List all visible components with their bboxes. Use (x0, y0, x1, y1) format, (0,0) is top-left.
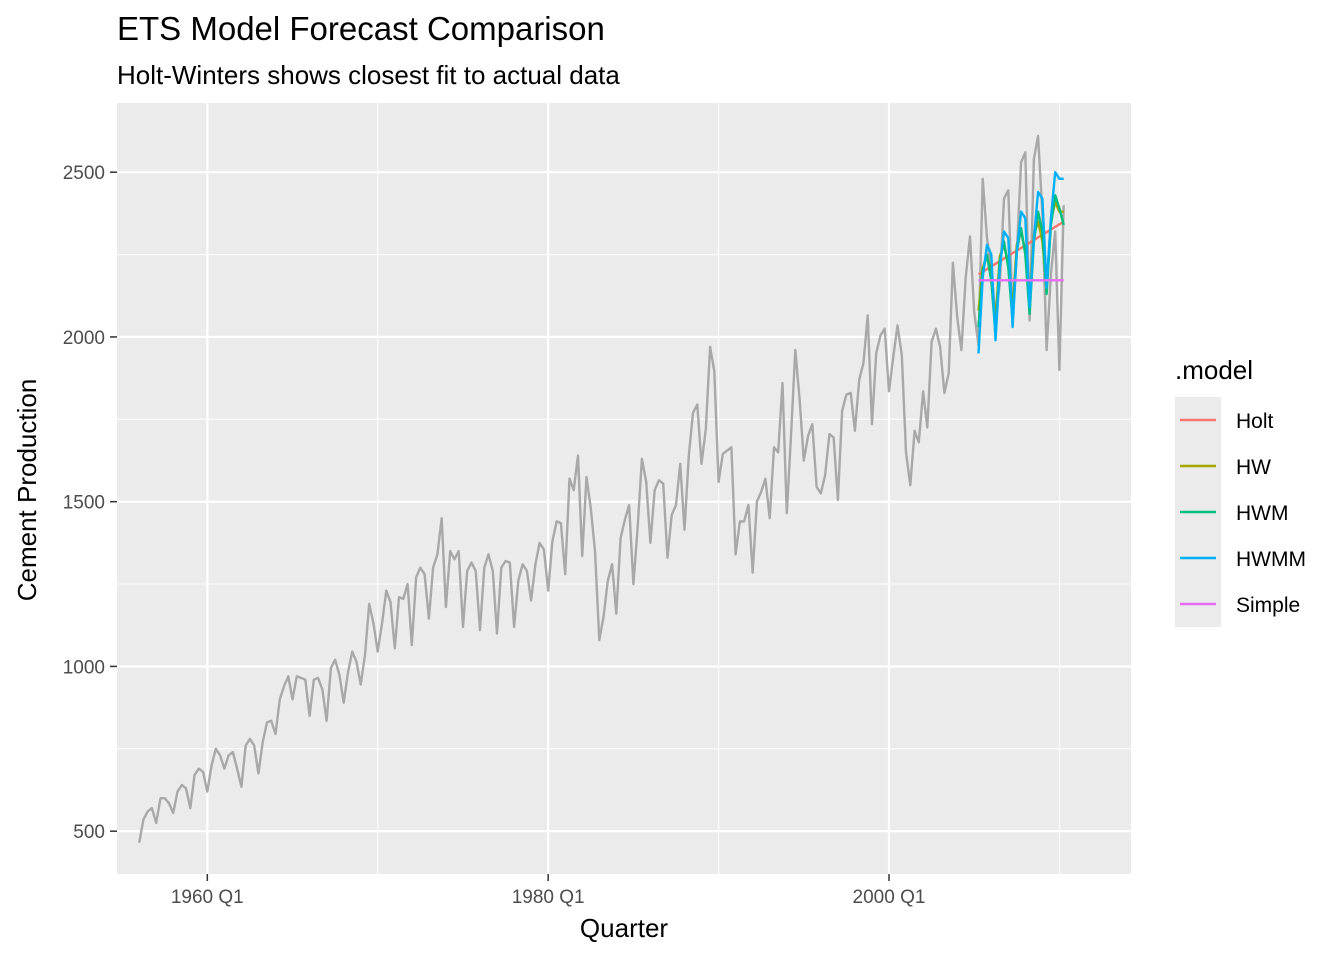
legend-title: .model (1175, 355, 1253, 385)
x-tick-label: 2000 Q1 (853, 887, 926, 908)
legend-label-hwm: HWM (1236, 502, 1288, 525)
x-axis-title: Quarter (580, 913, 668, 943)
chart-title: ETS Model Forecast Comparison (117, 10, 605, 47)
legend-label-hwmm: HWMM (1236, 548, 1306, 571)
x-tick-label: 1960 Q1 (171, 887, 244, 908)
legend: .model Holt HW HWM HWMM Simple (1175, 355, 1306, 627)
axis-ticks: 500 1000 1500 2000 2500 1960 Q1 1980 Q1 2000 Q1 (63, 163, 926, 908)
chart-subtitle: Holt-Winters shows closest fit to actual… (117, 60, 620, 90)
y-tick-label: 2000 (63, 328, 105, 349)
legend-label-simple: Simple (1236, 594, 1300, 617)
x-tick-label: 1980 Q1 (512, 887, 585, 908)
y-tick-label: 1000 (63, 657, 105, 678)
legend-label-hw: HW (1236, 456, 1271, 479)
series-line-hwmm (977, 171, 1064, 354)
legend-label-holt: Holt (1236, 410, 1274, 433)
y-tick-label: 500 (73, 822, 105, 843)
series-layer (138, 134, 1065, 843)
plot-panel (117, 103, 1131, 874)
y-tick-label: 2500 (63, 163, 105, 184)
y-tick-label: 1500 (63, 493, 105, 514)
gridlines (117, 103, 1131, 874)
y-axis-title: Cement Production (12, 379, 42, 602)
series-line-actual (138, 134, 1065, 843)
